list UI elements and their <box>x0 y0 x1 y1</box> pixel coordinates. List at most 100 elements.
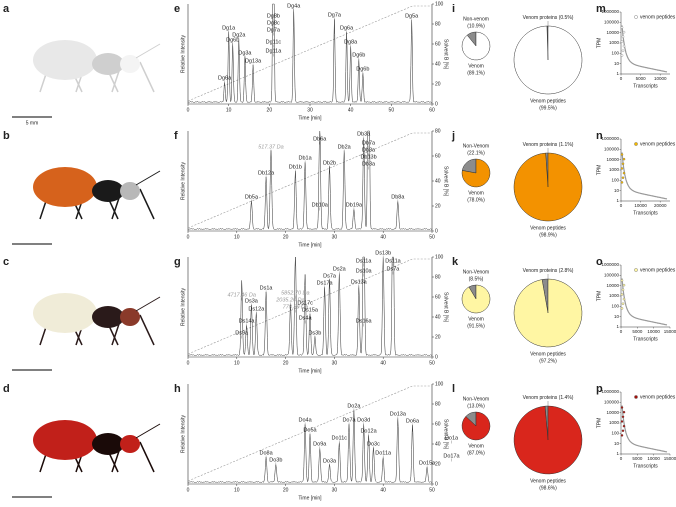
y2-axis-label: Solvent B [%] <box>443 419 449 450</box>
x-tick-label: 0 <box>187 487 190 493</box>
y2-tick-label: 20 <box>435 203 441 209</box>
pie-caption: Venom proteins (1.1%) <box>523 142 574 148</box>
x-tick-label: 30 <box>332 360 338 366</box>
chromatogram-trace <box>187 3 433 104</box>
peak-label: Ds2a <box>333 266 347 272</box>
x-tick-label: 5000 <box>636 76 647 81</box>
pie-value-label: (8.5%) <box>469 276 484 282</box>
venom-peptide-point <box>621 429 625 432</box>
pie-value-label: (78.0%) <box>467 197 485 203</box>
peak-label: 517.37 Da <box>258 144 283 150</box>
venom-peptide-point <box>622 157 626 161</box>
pie-name: Venom proteins <box>523 395 558 401</box>
panel-label: d <box>3 383 10 395</box>
venom-peptide-point <box>620 307 624 310</box>
peak-label: Ds11a <box>356 258 372 264</box>
pie-name: Venom <box>468 316 484 322</box>
x-tick-label: 50 <box>429 234 435 240</box>
y-tick-label: 100 <box>611 431 619 436</box>
y2-tick-label: 80 <box>435 274 441 280</box>
peak-label: Ds17a <box>317 280 334 286</box>
x-tick-label: 30 <box>307 107 313 113</box>
peak-label: Dg7a <box>328 12 342 18</box>
abdomen <box>33 293 97 333</box>
peak-label: Do11a <box>375 450 392 456</box>
pie-name: Venom proteins <box>523 15 558 21</box>
peak-label: Ds12a <box>248 306 265 312</box>
pie-value-label: (1.4%) <box>559 395 574 401</box>
peak-label: Ds7a <box>323 273 337 279</box>
x-axis-label: Time [min] <box>298 495 322 501</box>
x-axis-label: Time [min] <box>298 368 322 374</box>
y2-tick-label: 0 <box>435 228 438 234</box>
y-axis-label: TPM <box>596 165 602 176</box>
x-tick-label: 50 <box>389 107 395 113</box>
abdomen <box>33 40 97 80</box>
y-tick-label: 1 <box>616 71 619 76</box>
peak-label: Db10a <box>312 202 329 208</box>
venom-peptide-point <box>622 424 626 428</box>
leg <box>139 61 155 93</box>
y-tick-label: 1000 <box>609 167 620 172</box>
venom-peptide-point <box>620 181 624 184</box>
peak-label: Db5a <box>245 194 259 200</box>
antenna <box>135 423 161 439</box>
peak-label: 778.39 Da <box>283 304 308 310</box>
peak-label: Ds3b <box>308 330 321 336</box>
pie-value-label: (98.6%) <box>539 485 557 491</box>
venom-peptide-point <box>620 279 624 282</box>
tpm-curve <box>621 405 668 453</box>
y-tick-label: 1000 <box>609 293 620 298</box>
specimen-illustration <box>33 293 161 346</box>
pie-name: Venom proteins <box>523 268 558 274</box>
thorax <box>92 433 124 455</box>
pie-name: Venom <box>468 443 484 449</box>
pie-name: Venom <box>468 190 484 196</box>
tpm-curve <box>621 25 668 73</box>
peak-label: Ds17c <box>297 300 313 306</box>
panel-label: j <box>451 130 455 142</box>
pie-name: Non-Venom <box>463 143 489 149</box>
peak-label: Dg3a <box>238 50 252 56</box>
abdomen <box>33 167 97 207</box>
x-tick-label: 20 <box>283 487 289 493</box>
peak-label: Do1a <box>445 435 459 441</box>
axes <box>620 139 670 202</box>
x-tick-label: 15000 <box>664 456 676 461</box>
y2-tick-label: 0 <box>435 481 438 487</box>
peak-label: Dg6b <box>226 37 239 43</box>
pie-slice <box>513 152 583 222</box>
venom-peptide-point <box>622 410 626 414</box>
x-axis-label: Transcripts <box>633 463 658 469</box>
peak-label: Db7a <box>362 140 376 146</box>
peak-label: Do6a <box>406 418 420 424</box>
x-tick-label: 15000 <box>664 329 676 334</box>
y-tick-label: 1000000 <box>601 389 619 394</box>
x-tick-label: 5000 <box>632 456 643 461</box>
pie-value-label: (10.9%) <box>467 23 485 29</box>
y-tick-label: 10000 <box>606 283 619 288</box>
leg <box>139 314 155 346</box>
solvent-gradient <box>187 132 432 229</box>
tpm-curve <box>621 152 668 200</box>
y-axis-label: TPM <box>596 38 602 49</box>
y2-tick-label: 20 <box>435 461 441 467</box>
y2-tick-label: 80 <box>435 128 441 134</box>
solvent-gradient <box>187 5 432 102</box>
venom-peptide-point <box>621 35 625 39</box>
peak-label: Do3b <box>269 457 282 463</box>
peak-label: Ds15a <box>302 307 319 313</box>
x-tick-label: 50 <box>429 487 435 493</box>
thorax <box>92 180 124 202</box>
venom-peptide-point <box>621 415 625 419</box>
peak-label: Db2b <box>323 160 336 166</box>
y-tick-label: 100 <box>611 304 619 309</box>
axes <box>620 12 670 75</box>
peak-label: Do3a <box>323 458 337 464</box>
peak-label: Ds11a <box>385 258 401 264</box>
pie-value-label: (87.0%) <box>467 450 485 456</box>
y-tick-label: 100000 <box>604 400 620 405</box>
pie-value-label: (89.1%) <box>467 70 485 76</box>
y-tick-label: 1 <box>616 198 619 203</box>
y-tick-label: 10 <box>614 314 620 319</box>
